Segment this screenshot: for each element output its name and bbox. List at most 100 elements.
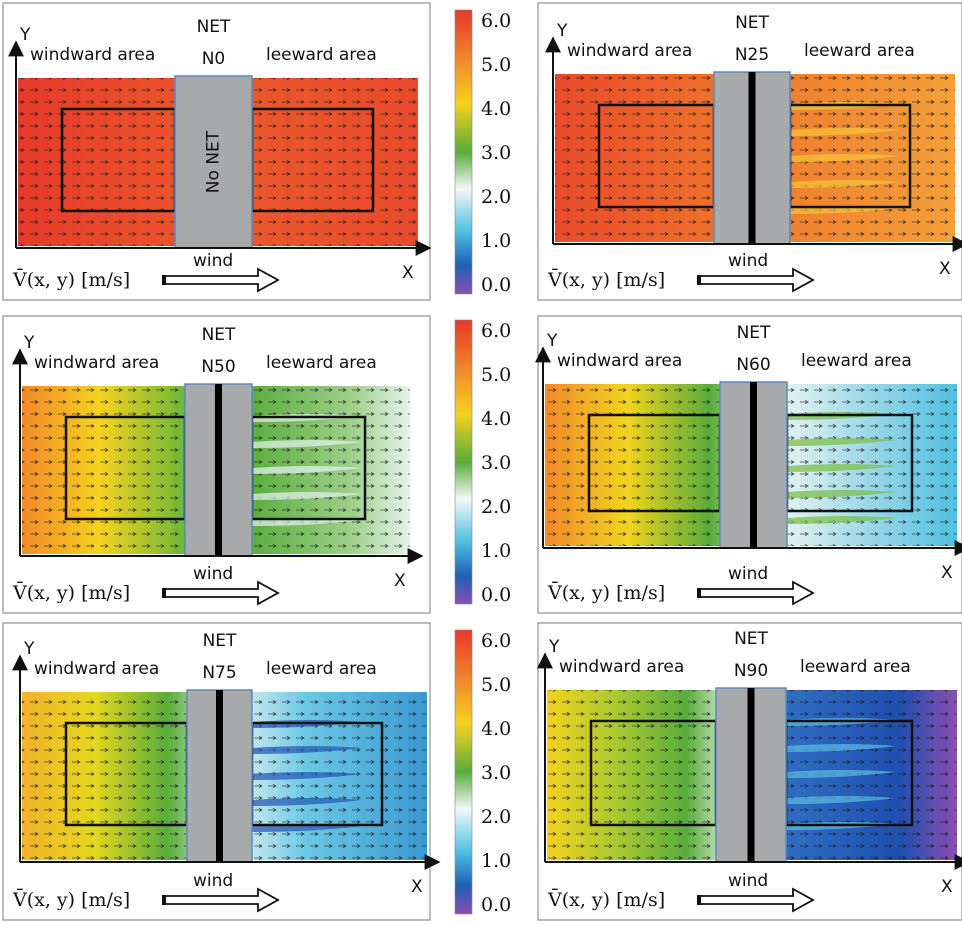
colorbar-tick: 3.0: [481, 142, 511, 164]
x-axis-label: X: [941, 563, 953, 583]
wake-streak: [786, 770, 896, 778]
colorbar-tick: 1.0: [481, 540, 511, 562]
wake-streak: [790, 154, 900, 162]
x-axis-label: X: [939, 259, 951, 279]
wake-streak: [252, 466, 362, 474]
x-axis-label: X: [402, 263, 414, 283]
colorbar-tick: 2.0: [481, 806, 511, 828]
colorbar-tick: 5.0: [481, 364, 511, 386]
leeward-label: leeward area: [266, 353, 377, 373]
velocity-label: V̄(x, y) [m/s]: [547, 268, 665, 291]
colorbar-tick: 0.0: [481, 894, 511, 916]
leeward-label: leeward area: [266, 45, 377, 65]
net-title: NET: [203, 631, 237, 651]
windward-label: windward area: [557, 351, 682, 371]
colorbar-tick: 0.0: [481, 584, 511, 606]
colorbar-tick: 0.0: [481, 274, 511, 296]
wake-streak: [252, 798, 362, 806]
colorbar-3: 6.0 5.0 4.0 3.0 2.0 1.0 0.0: [454, 629, 511, 916]
leeward-label: leeward area: [801, 351, 912, 371]
wind-label: wind: [728, 251, 768, 271]
velocity-label: V̄(x, y) [m/s]: [12, 888, 130, 911]
wind-arrow-tail: [162, 275, 166, 285]
colorbar-tick: 2.0: [481, 496, 511, 518]
wind-arrow: [697, 887, 815, 913]
net-title: NET: [735, 13, 769, 33]
net-line: [215, 384, 222, 556]
windward-label: windward area: [30, 45, 155, 65]
colorbar-tick: 6.0: [481, 10, 511, 32]
wind-label: wind: [728, 871, 768, 891]
x-axis-label: X: [941, 877, 953, 897]
wind-arrow: [162, 580, 280, 606]
colorbar-tick: 6.0: [481, 320, 511, 342]
no-net-label: No NET: [204, 130, 224, 193]
wake-streak: [252, 746, 362, 754]
y-axis-label: Y: [556, 21, 568, 41]
net-code: N90: [734, 661, 768, 681]
wind-arrow-tail: [697, 275, 701, 285]
net-code: N75: [202, 663, 236, 683]
net-title: NET: [197, 17, 231, 37]
colorbar-tick: 5.0: [481, 674, 511, 696]
wake-streak: [786, 796, 896, 804]
windward-label: windward area: [567, 41, 692, 61]
colorbar-gradient: [454, 319, 473, 605]
colorbar-tick: 3.0: [481, 762, 511, 784]
colorbar-tick: 4.0: [481, 408, 511, 430]
wind-arrow-tail: [162, 895, 166, 905]
colorbar-tick: 5.0: [481, 54, 511, 76]
wind-label: wind: [193, 871, 233, 891]
net-code: N25: [735, 45, 769, 65]
velocity-label: V̄(x, y) [m/s]: [547, 581, 665, 604]
wind-label: wind: [193, 564, 233, 584]
y-axis-label: Y: [548, 637, 560, 657]
colorbar-tick: 4.0: [481, 718, 511, 740]
wake-streak: [787, 464, 897, 472]
wind-label: wind: [193, 251, 233, 271]
wake-streak: [252, 492, 362, 500]
colorbar-2: 6.0 5.0 4.0 3.0 2.0 1.0 0.0: [454, 319, 511, 606]
leeward-label: leeward area: [800, 657, 911, 677]
wake-streak: [787, 490, 897, 498]
leeward-label: leeward area: [266, 659, 377, 679]
net-line: [747, 688, 755, 862]
colorbar-gradient: [454, 629, 473, 915]
colorbar-tick: 6.0: [481, 630, 511, 652]
wind-arrow: [697, 267, 815, 293]
wind-arrow-tail: [162, 588, 166, 598]
wind-arrow: [162, 887, 280, 913]
net-title: NET: [202, 325, 236, 345]
colorbars-layer: 6.0 5.0 4.0 3.0 2.0 1.0 0.0 6.0 5.0 4.0 3.0 2.0 1.0 0…: [454, 9, 511, 916]
net-code: N50: [201, 357, 235, 377]
colorbar-tick: 1.0: [481, 230, 511, 252]
wake-streak: [252, 440, 362, 448]
wind-arrow-tail: [697, 588, 701, 598]
x-axis-label: X: [394, 571, 406, 591]
velocity-label: V̄(x, y) [m/s]: [547, 888, 665, 911]
colorbar-1: 6.0 5.0 4.0 3.0 2.0 1.0 0.0: [454, 9, 511, 296]
wake-streak: [252, 772, 362, 780]
velocity-label: V̄(x, y) [m/s]: [12, 268, 130, 291]
colorbar-tick: 3.0: [481, 452, 511, 474]
y-axis-label: Y: [19, 25, 31, 45]
wake-streak: [790, 128, 900, 136]
colorbar-tick: 1.0: [481, 850, 511, 872]
net-line: [748, 72, 756, 244]
wake-streak: [787, 438, 897, 446]
net-block: [174, 75, 253, 249]
velocity-label: V̄(x, y) [m/s]: [12, 581, 130, 604]
windward-label: windward area: [34, 659, 159, 679]
net-title: NET: [737, 323, 771, 343]
wake-streak: [790, 180, 900, 188]
wind-label: wind: [728, 564, 768, 584]
wind-arrow: [162, 267, 280, 293]
wind-arrow-tail: [697, 895, 701, 905]
